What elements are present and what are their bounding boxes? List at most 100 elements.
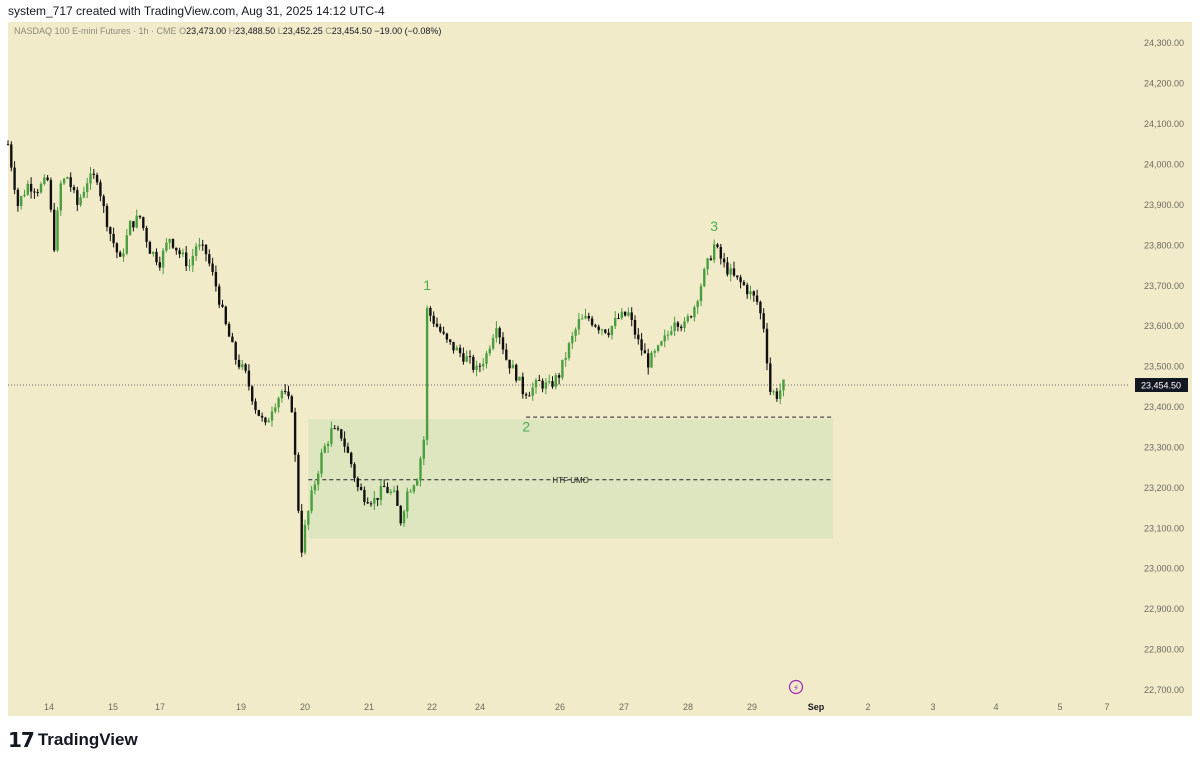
candle-body[interactable] — [663, 335, 666, 342]
candle-body[interactable] — [350, 452, 353, 465]
candle-body[interactable] — [746, 284, 749, 295]
candle-body[interactable] — [359, 487, 363, 490]
candle-body[interactable] — [6, 144, 10, 146]
candle-body[interactable] — [353, 464, 356, 479]
candle-body[interactable] — [640, 339, 643, 351]
candle-body[interactable] — [33, 191, 36, 193]
candle-body[interactable] — [343, 438, 346, 447]
candle-body[interactable] — [561, 359, 564, 378]
candle-body[interactable] — [442, 331, 445, 334]
candle-body[interactable] — [379, 485, 383, 501]
candle-body[interactable] — [366, 502, 369, 504]
candle-body[interactable] — [99, 182, 102, 197]
candle-body[interactable] — [211, 263, 214, 272]
candle-body[interactable] — [135, 215, 138, 228]
candle-body[interactable] — [719, 246, 722, 259]
candle-body[interactable] — [369, 503, 373, 505]
candle-body[interactable] — [653, 351, 656, 353]
candle-body[interactable] — [515, 364, 518, 381]
candle-body[interactable] — [181, 252, 185, 255]
candle-body[interactable] — [577, 319, 581, 330]
candle-body[interactable] — [346, 446, 350, 453]
candle-body[interactable] — [729, 268, 732, 275]
candle-body[interactable] — [168, 238, 171, 243]
candle-body[interactable] — [706, 258, 709, 270]
candle-body[interactable] — [218, 286, 221, 305]
candle-body[interactable] — [303, 524, 307, 553]
candle-body[interactable] — [531, 387, 534, 396]
candle-body[interactable] — [82, 191, 86, 198]
candle-body[interactable] — [165, 242, 168, 251]
candle-body[interactable] — [713, 244, 716, 260]
candle-body[interactable] — [604, 329, 607, 333]
candle-body[interactable] — [227, 324, 231, 337]
candle-body[interactable] — [769, 363, 772, 393]
candle-body[interactable] — [422, 439, 425, 459]
candle-body[interactable] — [297, 454, 300, 511]
candle-body[interactable] — [557, 375, 561, 378]
candle-body[interactable] — [330, 428, 333, 444]
candle-body[interactable] — [676, 322, 680, 327]
candle-body[interactable] — [472, 356, 475, 370]
candle-body[interactable] — [138, 215, 142, 218]
candle-body[interactable] — [647, 353, 650, 368]
candle-body[interactable] — [254, 401, 257, 411]
candle-body[interactable] — [231, 336, 234, 343]
candle-body[interactable] — [86, 183, 89, 192]
candle-body[interactable] — [637, 334, 640, 340]
candle-body[interactable] — [363, 489, 366, 503]
candle-body[interactable] — [425, 307, 429, 440]
candle-body[interactable] — [491, 337, 495, 349]
candle-body[interactable] — [564, 358, 567, 360]
candle-body[interactable] — [194, 246, 198, 256]
candle-body[interactable] — [125, 235, 128, 254]
candle-body[interactable] — [356, 478, 359, 488]
candle-body[interactable] — [508, 359, 511, 369]
candle-body[interactable] — [62, 178, 66, 184]
candle-body[interactable] — [762, 313, 765, 329]
candle-body[interactable] — [251, 386, 254, 402]
candle-body[interactable] — [49, 180, 53, 210]
candle-body[interactable] — [284, 390, 287, 392]
candle-body[interactable] — [571, 335, 574, 344]
candle-body[interactable] — [630, 312, 633, 320]
candle-body[interactable] — [673, 322, 676, 332]
candle-body[interactable] — [584, 315, 587, 319]
candle-body[interactable] — [102, 196, 105, 207]
candle-body[interactable] — [458, 347, 462, 354]
candle-body[interactable] — [749, 291, 752, 295]
candle-body[interactable] — [650, 352, 653, 368]
candle-body[interactable] — [670, 331, 673, 335]
candle-body[interactable] — [736, 275, 739, 278]
candle-body[interactable] — [432, 315, 435, 324]
candle-body[interactable] — [208, 254, 211, 264]
candle-body[interactable] — [554, 375, 557, 387]
candle-body[interactable] — [373, 497, 376, 504]
candle-body[interactable] — [277, 398, 280, 408]
candle-body[interactable] — [703, 269, 706, 287]
candle-body[interactable] — [765, 328, 769, 364]
candle-body[interactable] — [76, 189, 79, 205]
candle-body[interactable] — [20, 196, 23, 206]
candle-body[interactable] — [293, 412, 297, 455]
candle-body[interactable] — [594, 325, 597, 327]
candle-body[interactable] — [722, 258, 726, 263]
candle-body[interactable] — [495, 328, 498, 338]
candle-body[interactable] — [620, 311, 623, 319]
candle-body[interactable] — [587, 315, 590, 319]
candle-body[interactable] — [475, 365, 478, 370]
candle-body[interactable] — [307, 511, 310, 525]
candle-body[interactable] — [389, 491, 392, 493]
candle-body[interactable] — [178, 250, 181, 255]
candle-body[interactable] — [551, 381, 554, 387]
candle-body[interactable] — [455, 347, 458, 351]
candle-body[interactable] — [109, 227, 112, 234]
candle-body[interactable] — [534, 380, 538, 388]
candle-body[interactable] — [435, 323, 439, 327]
candle-body[interactable] — [333, 428, 336, 430]
candle-body[interactable] — [699, 286, 703, 302]
candle-body[interactable] — [402, 511, 406, 524]
candle-body[interactable] — [340, 429, 343, 439]
candle-body[interactable] — [287, 391, 290, 397]
candle-body[interactable] — [23, 194, 26, 197]
